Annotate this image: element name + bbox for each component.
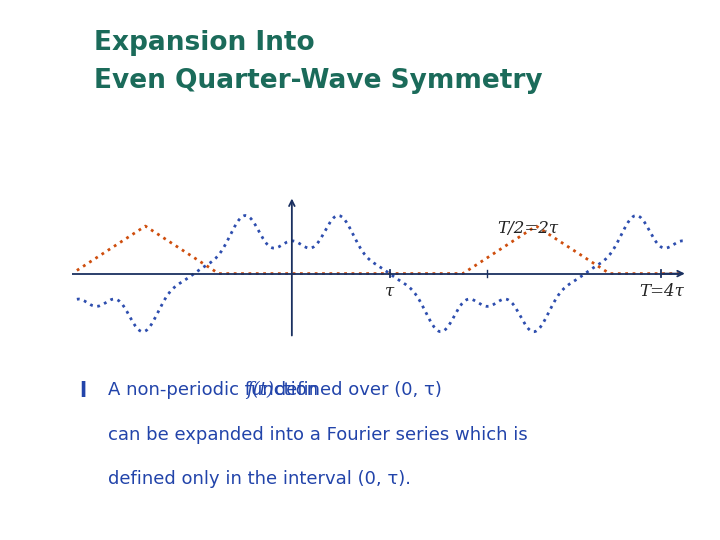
Text: defined only in the interval (0, τ).: defined only in the interval (0, τ). (108, 470, 411, 488)
Text: T=4τ: T=4τ (639, 282, 684, 299)
Text: A non-periodic function: A non-periodic function (108, 381, 324, 399)
Text: defined over (0, τ): defined over (0, τ) (269, 381, 441, 399)
Text: l: l (79, 381, 86, 401)
Text: τ: τ (385, 282, 394, 299)
Text: Expansion Into: Expansion Into (94, 30, 314, 56)
Text: can be expanded into a Fourier series which is: can be expanded into a Fourier series wh… (108, 426, 528, 443)
Text: f(t): f(t) (246, 381, 274, 399)
Text: Even Quarter-Wave Symmetry: Even Quarter-Wave Symmetry (94, 68, 542, 93)
Text: T/2=2τ: T/2=2τ (497, 220, 558, 237)
